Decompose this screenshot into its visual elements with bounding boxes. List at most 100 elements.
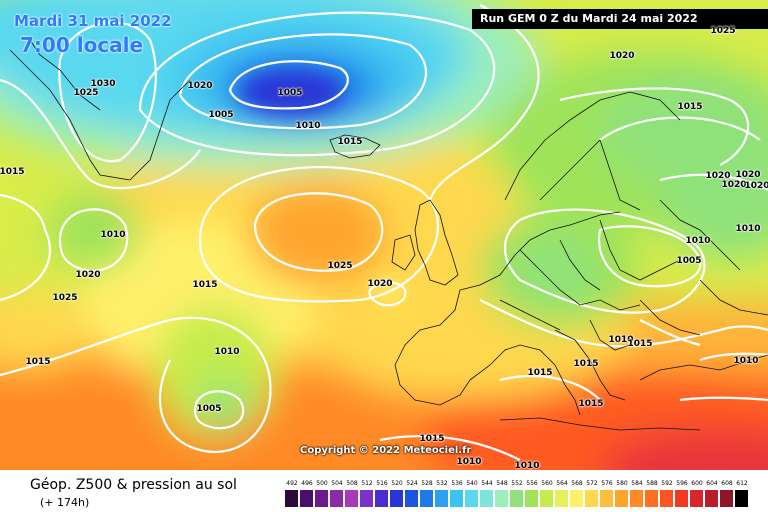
- scale-tick-label: 504: [331, 480, 343, 487]
- scale-tick-label: 516: [376, 480, 388, 487]
- isobar-label: 1030: [90, 79, 116, 89]
- scale-swatch: [660, 490, 673, 507]
- isobar-label: 1010: [685, 236, 711, 246]
- isobar-label: 1010: [733, 356, 759, 366]
- scale-tick-label: 592: [661, 480, 673, 487]
- scale-swatch: [420, 490, 433, 507]
- isobar-label: 1020: [367, 279, 393, 289]
- isobar-label: 1020: [744, 181, 768, 191]
- isobar-label: 1025: [52, 293, 78, 303]
- scale-swatch: [675, 490, 688, 507]
- scale-tick-label: 492: [286, 480, 298, 487]
- scale-swatch: [330, 490, 343, 507]
- forecast-date: Mardi 31 mai 2022: [14, 12, 172, 30]
- scale-swatch: [525, 490, 538, 507]
- isobar-label: 1020: [705, 171, 731, 181]
- isobar-label: 1025: [710, 26, 736, 36]
- scale-tick-label: 556: [526, 480, 538, 487]
- isobar-label: 1015: [0, 167, 25, 177]
- scale-tick-label: 536: [451, 480, 463, 487]
- geopotential-field: [0, 0, 768, 470]
- scale-tick-label: 496: [301, 480, 313, 487]
- scale-swatch: [570, 490, 583, 507]
- color-scale: 492 496 500 504 508 512 516 520 524 528 532 536 540 5…: [285, 480, 750, 508]
- isobar-label: 1005: [676, 256, 702, 266]
- scale-tick-label: 596: [676, 480, 688, 487]
- scale-tick-label: 524: [406, 480, 418, 487]
- scale-tick-label: 580: [616, 480, 628, 487]
- scale-swatch: [510, 490, 523, 507]
- isobar-label: 1010: [100, 230, 126, 240]
- weather-map: Mardi 31 mai 2022 7:00 locale Run GEM 0 …: [0, 0, 768, 470]
- scale-tick-label: 540: [466, 480, 478, 487]
- scale-tick-label: 588: [646, 480, 658, 487]
- scale-swatch: [585, 490, 598, 507]
- scale-swatch: [450, 490, 463, 507]
- scale-tick-label: 512: [361, 480, 373, 487]
- scale-tick-label: 544: [481, 480, 493, 487]
- isobar-label: 1025: [327, 261, 353, 271]
- isobar-label: 1020: [721, 180, 747, 190]
- scale-tick-label: 528: [421, 480, 433, 487]
- isobar-label: 1025: [73, 88, 99, 98]
- isobar-label: 1015: [25, 357, 51, 367]
- scale-swatch: [300, 490, 313, 507]
- scale-tick-label: 600: [691, 480, 703, 487]
- scale-swatch: [720, 490, 733, 507]
- scale-tick-label: 576: [601, 480, 613, 487]
- isobar-label: 1015: [192, 280, 218, 290]
- isobar-label: 1010: [608, 335, 634, 345]
- isobar-label: 1015: [419, 434, 445, 444]
- scale-swatch: [375, 490, 388, 507]
- scale-tick-label: 608: [721, 480, 733, 487]
- isobar-lines: [0, 4, 768, 461]
- scale-swatch: [390, 490, 403, 507]
- scale-swatch: [630, 490, 643, 507]
- field-title: Géop. Z500 & pression au sol: [30, 477, 237, 493]
- scale-swatch: [360, 490, 373, 507]
- scale-tick-label: 520: [391, 480, 403, 487]
- scale-swatch: [285, 490, 298, 507]
- scale-tick-label: 612: [736, 480, 748, 487]
- isobar-label: 1020: [75, 270, 101, 280]
- forecast-time: 7:00 locale: [20, 33, 144, 57]
- scale-tick-label: 508: [346, 480, 358, 487]
- isobar-label: 1015: [578, 399, 604, 409]
- scale-tick-label: 584: [631, 480, 643, 487]
- isobar-label: 1005: [277, 88, 303, 98]
- isobar-label: 1020: [187, 81, 213, 91]
- scale-swatch: [405, 490, 418, 507]
- lead-time: (+ 174h): [40, 496, 90, 509]
- scale-tick-label: 552: [511, 480, 523, 487]
- isobar-label: 1005: [208, 110, 234, 120]
- coastlines: [9, 39, 768, 431]
- isobar-label: 1010: [214, 347, 240, 357]
- scale-swatch: [435, 490, 448, 507]
- isobar-label: 1010: [456, 457, 482, 467]
- scale-swatch: [480, 490, 493, 507]
- scale-tick-label: 560: [541, 480, 553, 487]
- scale-swatch: [495, 490, 508, 507]
- scale-swatch: [690, 490, 703, 507]
- isobar-label: 1010: [295, 121, 321, 131]
- scale-swatch: [735, 490, 748, 507]
- scale-swatch: [345, 490, 358, 507]
- scale-tick-label: 564: [556, 480, 568, 487]
- scale-swatch: [555, 490, 568, 507]
- scale-swatch: [540, 490, 553, 507]
- isobar-label: 1010: [735, 224, 761, 234]
- isobar-label: 1005: [196, 404, 222, 414]
- scale-swatch: [600, 490, 613, 507]
- copyright-notice: Copyright © 2022 Meteociel.fr: [300, 445, 472, 456]
- isobar-label: 1020: [735, 170, 761, 180]
- isobar-label: 1015: [677, 102, 703, 112]
- isobar-label: 1015: [573, 359, 599, 369]
- scale-swatch: [705, 490, 718, 507]
- isobar-label: 1015: [527, 368, 553, 378]
- scale-swatch: [465, 490, 478, 507]
- isobar-label: 1015: [627, 339, 653, 349]
- scale-tick-label: 532: [436, 480, 448, 487]
- scale-tick-label: 548: [496, 480, 508, 487]
- isobar-label: 1010: [514, 461, 540, 470]
- scale-swatch: [615, 490, 628, 507]
